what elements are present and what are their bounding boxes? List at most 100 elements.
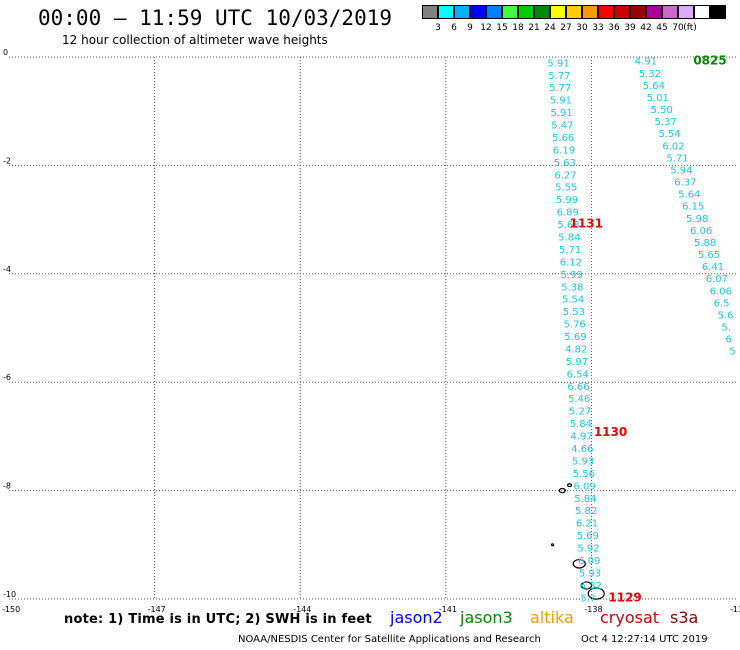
swh-observation: 5.77 — [548, 71, 570, 82]
swh-observation: 5.93 — [579, 568, 601, 579]
scale-swatch — [534, 5, 550, 19]
swh-observation: 5.46 — [568, 394, 590, 405]
legend-jason3: jason3 — [460, 608, 513, 627]
lat-tick-label: -2 — [3, 156, 11, 165]
scale-label: 39 — [624, 23, 636, 33]
swh-observation: 5.6 — [718, 310, 734, 321]
pass-time-label: 1131 — [570, 216, 603, 230]
swh-observation: 5.64 — [678, 190, 700, 201]
swh-observation: 5.27 — [569, 407, 591, 418]
scale-swatch — [646, 5, 662, 19]
swh-observation: 5.66 — [552, 133, 574, 144]
swh-observation: 6.12 — [560, 257, 582, 268]
swh-observation: 4.91 — [635, 57, 657, 68]
scale-label: (ft) — [683, 23, 697, 33]
swh-observation: 5.71 — [666, 153, 688, 164]
swh-observation: 5.? — [580, 593, 595, 604]
island-outline — [550, 543, 555, 547]
island-outline — [587, 587, 605, 600]
swh-observation: 6.21 — [576, 519, 598, 530]
swh-observation: 5.32 — [639, 69, 661, 80]
scale-swatch — [566, 5, 582, 19]
island-outline — [580, 581, 593, 590]
swh-observation: 4.97 — [570, 432, 592, 443]
swh-observation: 6.09 — [578, 556, 600, 567]
swh-observation: 6.37 — [674, 178, 696, 189]
scale-label: 21 — [528, 23, 540, 33]
swh-observation: 6.02 — [662, 141, 684, 152]
scale-label: 27 — [560, 23, 572, 33]
footer-timestamp: Oct 4 12:27:14 UTC 2019 — [581, 634, 708, 645]
scale-swatch — [502, 5, 518, 19]
lat-tick-label: -8 — [3, 482, 11, 491]
island-outline — [566, 483, 573, 488]
legend-s3a: s3a — [670, 608, 699, 627]
swh-observation: 5.56 — [573, 469, 595, 480]
swh-observation: 5.64 — [643, 81, 665, 92]
scale-swatch — [518, 5, 534, 19]
scale-swatch — [582, 5, 598, 19]
swh-observation: 5.71 — [559, 245, 581, 256]
scale-label: 18 — [512, 23, 524, 33]
swh-observation: 6.5 — [714, 298, 730, 309]
island-outline — [558, 487, 566, 494]
lon-tick-label: -135 — [730, 605, 740, 614]
swh-observation: 5.77 — [549, 83, 571, 94]
scale-swatch — [662, 5, 678, 19]
legend-cryosat: cryosat — [600, 608, 660, 627]
scale-label: 24 — [544, 23, 556, 33]
legend-altika: altika — [530, 608, 574, 627]
scale-label: 15 — [496, 23, 508, 33]
swh-observation: 5.82 — [575, 506, 597, 517]
swh-observation: 5.84 — [574, 494, 596, 505]
swh-observation: 5.88 — [694, 238, 716, 249]
lat-tick-label: -6 — [3, 373, 11, 382]
scale-swatch — [678, 5, 694, 19]
swh-observation: 5.76 — [564, 320, 586, 331]
swh-observation: 6.54 — [567, 369, 589, 380]
scale-label: 30 — [576, 23, 588, 33]
swh-observation: 6.07 — [706, 274, 728, 285]
swh-observation: 6.27 — [554, 170, 576, 181]
pass-time-label: 0825 — [693, 54, 726, 68]
swh-observation: 5.53 — [563, 307, 585, 318]
pass-time-label: 1129 — [608, 590, 641, 604]
island-outline — [572, 558, 586, 569]
lat-tick-label: 0 — [3, 48, 8, 57]
swh-observation: 5.69 — [564, 332, 586, 343]
lon-tick-label: -147 — [148, 605, 166, 614]
scale-swatch — [550, 5, 566, 19]
scale-swatch — [438, 5, 454, 19]
swh-observation: 6.06 — [710, 286, 732, 297]
swh-observation: 6.66 — [567, 382, 589, 393]
swh-observation: 5.91 — [550, 96, 572, 107]
lon-tick-label: -138 — [584, 605, 602, 614]
swh-observation: 5.65 — [698, 250, 720, 261]
swh-observation: 5.37 — [655, 117, 677, 128]
swh-observation: 5.47 — [551, 121, 573, 132]
swh-observation: 6.89 — [557, 208, 579, 219]
swh-observation: 5.93 — [572, 456, 594, 467]
swh-observation: 5.01 — [647, 93, 669, 104]
scale-label: 36 — [608, 23, 620, 33]
swh-observation: 5.99 — [560, 270, 582, 281]
pass-time-label: 1130 — [594, 425, 627, 439]
wave-height-map: 0 -2 -4 -6 -8 -10 -150 -147 -144 -141 -138 -135 5.91… — [2, 48, 740, 614]
swh-observation: 5.38 — [561, 282, 583, 293]
swh-observation: 6.06 — [690, 226, 712, 237]
swh-observation: 5.91 — [550, 108, 572, 119]
swh-observation: 5.69 — [577, 531, 599, 542]
scale-swatch — [614, 5, 630, 19]
swh-observation: 6.15 — [682, 202, 704, 213]
swh-observation: 5.54 — [658, 129, 680, 140]
legend-jason2: jason2 — [390, 608, 443, 627]
swh-observation: 5.84 — [558, 233, 580, 244]
swh-observation: 6 — [725, 335, 731, 346]
scale-label: 33 — [592, 23, 604, 33]
swh-observation: 6.09 — [574, 481, 596, 492]
lat-tick-label: -4 — [3, 265, 11, 274]
lon-tick-label: -144 — [293, 605, 311, 614]
swh-observation: 5.84 — [570, 419, 592, 430]
swh-observation: 5.55 — [555, 183, 577, 194]
swh-observation: 5.98 — [686, 214, 708, 225]
